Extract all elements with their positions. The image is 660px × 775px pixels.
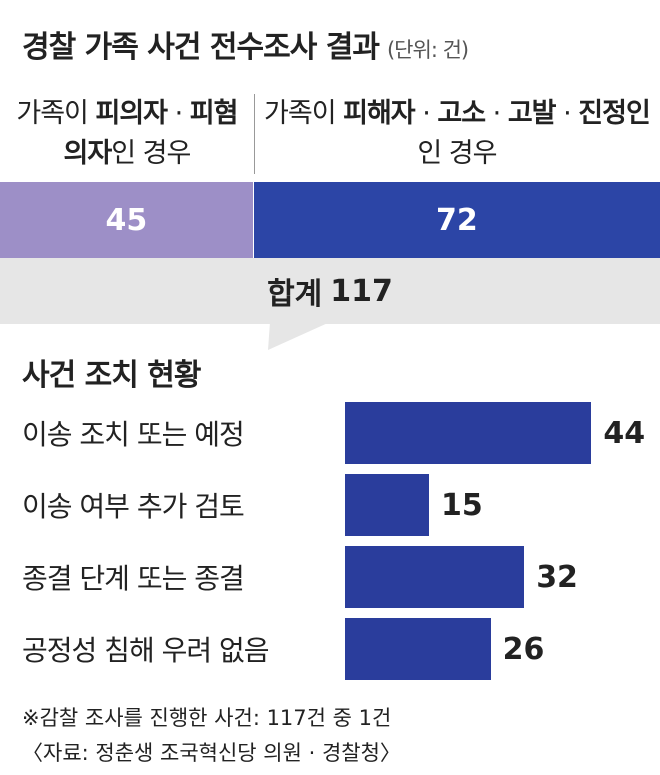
label-part: · [167,98,190,129]
label-part: 피해자 [343,98,416,129]
label-part: 인 경우 [111,138,191,169]
title: 경찰 가족 사건 전수조사 결과 [22,30,380,65]
total-value: 117 [330,273,393,309]
category-label: 가족이 피의자 · 피혐의자인 경우 [0,88,254,180]
bar [345,546,525,608]
label-part: 가족이 [16,98,96,129]
category-label: 가족이 피해자 · 고소 · 고발 · 진정인인 경우 [254,88,660,180]
label-part: 고발 [507,98,557,129]
label-part: 피의자 [95,98,168,129]
category-label: 이송 조치 또는 예정 [22,418,245,451]
category-label: 공정성 침해 우려 없음 [22,634,270,667]
category-label: 종결 단계 또는 종결 [22,562,245,595]
source: 〈자료: 정춘생 조국혁신당 의원 · 경찰청〉 [22,741,401,765]
title-wrap: 경찰 가족 사건 전수조사 결과 (단위: 건) [22,22,469,66]
label-part: 인 경우 [417,138,497,169]
bubble-tail [268,322,330,350]
category-text: 가족이 피해자 · 고소 · 고발 · 진정인인 경우 [264,94,651,174]
label-part: · [485,98,508,129]
tail-shape [268,322,330,350]
value-label: 32 [536,559,578,595]
footnote: ※감찰 조사를 진행한 사건: 117건 중 1건 [22,706,392,730]
label-part: · [414,98,438,129]
total: 합계 117 [0,258,660,324]
unit: (단위: 건) [386,38,469,62]
label-part: · [555,98,579,129]
label-part: 고소 [437,98,486,129]
value-label: 15 [441,487,483,523]
divider [254,94,255,174]
total-label: 합계 [267,277,323,312]
bar-segment: 72 [253,182,660,258]
value-label: 26 [502,631,545,667]
bar [345,402,592,464]
bar-segment: 45 [0,182,253,258]
category-label: 이송 여부 추가 검토 [22,490,245,523]
value-label: 44 [603,415,646,451]
subtitle: 사건 조치 현황 [22,358,201,393]
label-part: 피혐의자 [63,98,239,169]
total-band [0,258,660,324]
label-part: 가족이 [264,98,344,129]
bar [345,618,491,680]
label-part: 진정인 [578,98,651,129]
category-text: 가족이 피의자 · 피혐의자인 경우 [10,94,244,174]
bar [345,474,429,536]
